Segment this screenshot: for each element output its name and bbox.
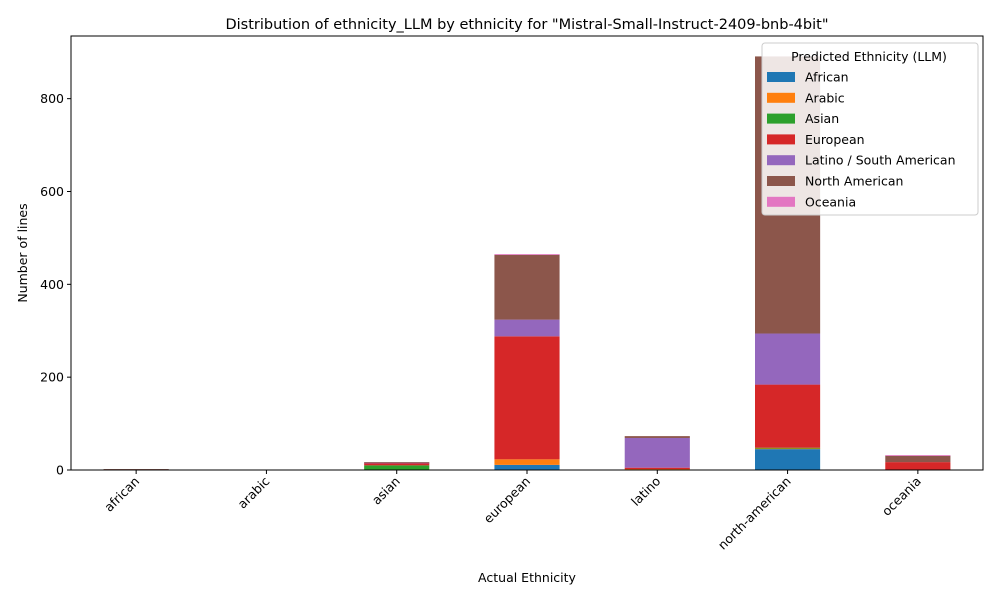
bar-latino-north-american [624,436,690,438]
bar-latino-european [624,467,690,470]
legend-swatch [767,113,795,124]
bar-north-american-arabic [755,448,821,450]
legend-label: Oceania [805,194,856,209]
y-tick-label: 400 [40,277,64,292]
y-axis: 0 200 400 600 800 [40,91,71,478]
legend-items: African Arabic Asian European Latino / South… [767,70,956,209]
legend: Predicted Ethnicity (LLM) AfricanArabicA… [761,42,979,216]
bar-north-american-latino-south-american [755,333,821,385]
bar-oceania-oceania [885,455,951,456]
legend-swatch [767,72,795,82]
bar-latino-latino-south-american [624,437,690,468]
legend-frame [761,42,979,216]
legend-label: Asian [805,111,839,126]
legend-label: African [805,70,849,85]
x-tick-label: north-american [715,474,794,553]
x-tick-label: oceania [879,474,924,519]
legend-label: Latino / South American [805,153,956,168]
x-tick-label: european [481,474,534,527]
legend-label: North American [805,174,903,189]
x-tick-label: african [101,474,142,515]
bar-european-european [494,336,560,460]
x-axis-label: Actual Ethnicity [478,570,576,585]
bar-oceania-north-american [885,455,951,463]
bar-asian-european [364,463,430,466]
legend-swatch [767,176,795,186]
x-tick-label: arabic [235,473,273,511]
x-axis: african arabic asian european latino north-am… [101,470,924,552]
bar-asian-asian [364,465,430,470]
bar-european-arabic [494,459,560,465]
chart-title: Distribution of ethnicity_LLM by ethnici… [225,17,828,33]
legend-label: Arabic [805,90,845,105]
bar-north-american-african [755,449,821,470]
legend-swatch [767,196,795,207]
bar-european-african [494,464,560,470]
y-tick-label: 200 [40,370,64,385]
y-tick-label: 800 [40,91,64,106]
legend-title: Predicted Ethnicity (LLM) [791,49,947,64]
y-axis-label: Number of lines [15,203,30,302]
bar-north-american-asian [755,447,821,449]
legend-label: European [805,132,865,147]
bar-european-oceania [494,254,560,255]
x-tick-label: asian [369,474,403,508]
bar-african-north-american [103,469,169,470]
legend-swatch [767,134,795,145]
bar-asian-north-american [364,462,430,463]
bar-asian-latino-south-american [364,462,430,464]
bar-north-american-european [755,384,821,448]
y-tick-label: 600 [40,184,64,199]
bar-european-latino-south-american [494,319,560,337]
bar-european-north-american [494,254,560,320]
bar-oceania-european [885,462,951,470]
y-tick-label: 0 [56,463,64,478]
legend-swatch [767,92,795,103]
x-tick-label: latino [628,474,663,509]
legend-swatch [767,155,795,166]
